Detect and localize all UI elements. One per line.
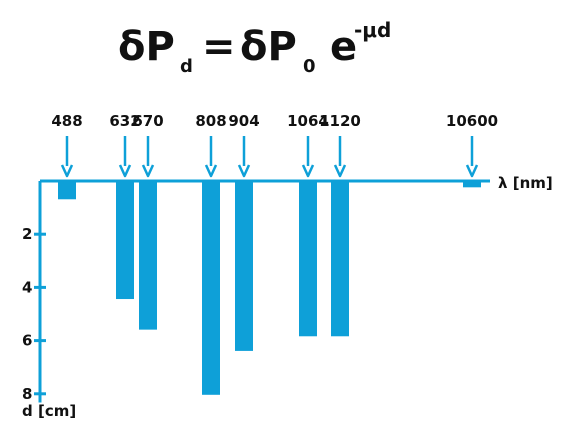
x-tick-label: 808 — [195, 112, 226, 130]
wavelength-arrow-head — [118, 164, 132, 178]
formula-rhs-symbol: δP — [240, 24, 297, 70]
x-tick-label: 670 — [132, 112, 163, 130]
bar — [235, 182, 253, 351]
wavelength-arrow-head — [141, 164, 155, 178]
wavelength-arrow-head — [237, 164, 251, 178]
formula-lhs-symbol: δP — [118, 24, 175, 70]
wavelength-arrow-head — [204, 164, 218, 178]
y-tick-label: 8 — [22, 385, 32, 403]
wavelength-arrow-head — [60, 164, 74, 178]
bar — [331, 182, 349, 337]
x-tick-label: 488 — [51, 112, 82, 130]
bar — [139, 182, 157, 330]
bar — [299, 182, 317, 337]
x-tick-label: 904 — [228, 112, 259, 130]
x-tick-label: 1064 — [287, 112, 329, 130]
x-tick-label: 1120 — [319, 112, 361, 130]
y-tick-label: 2 — [22, 225, 32, 243]
formula-equals: = — [202, 24, 236, 70]
formula-exp-power: -μd — [354, 18, 391, 42]
wavelength-arrow-head — [333, 164, 347, 178]
x-tick-label: 10600 — [446, 112, 498, 130]
wavelength-arrow-head — [465, 164, 479, 178]
bar — [116, 182, 134, 300]
bar — [58, 182, 76, 200]
y-tick-label: 4 — [22, 278, 32, 296]
y-axis-label: d [cm] — [22, 402, 76, 420]
bar — [463, 182, 481, 188]
bar — [202, 182, 220, 395]
chart-axes: 2 4 6 8 — [22, 179, 490, 403]
y-tick-label: 6 — [22, 332, 32, 350]
formula-rhs-subscript: 0 — [303, 56, 316, 77]
formula-lhs-subscript: d — [180, 56, 193, 77]
wavelength-arrow-head — [301, 164, 315, 178]
x-axis-label: λ [nm] — [498, 174, 553, 192]
formula: δP d = δP 0 e -μd — [118, 18, 391, 77]
formula-exp-base: e — [330, 24, 357, 70]
x-tick-label: 632 — [109, 112, 140, 130]
